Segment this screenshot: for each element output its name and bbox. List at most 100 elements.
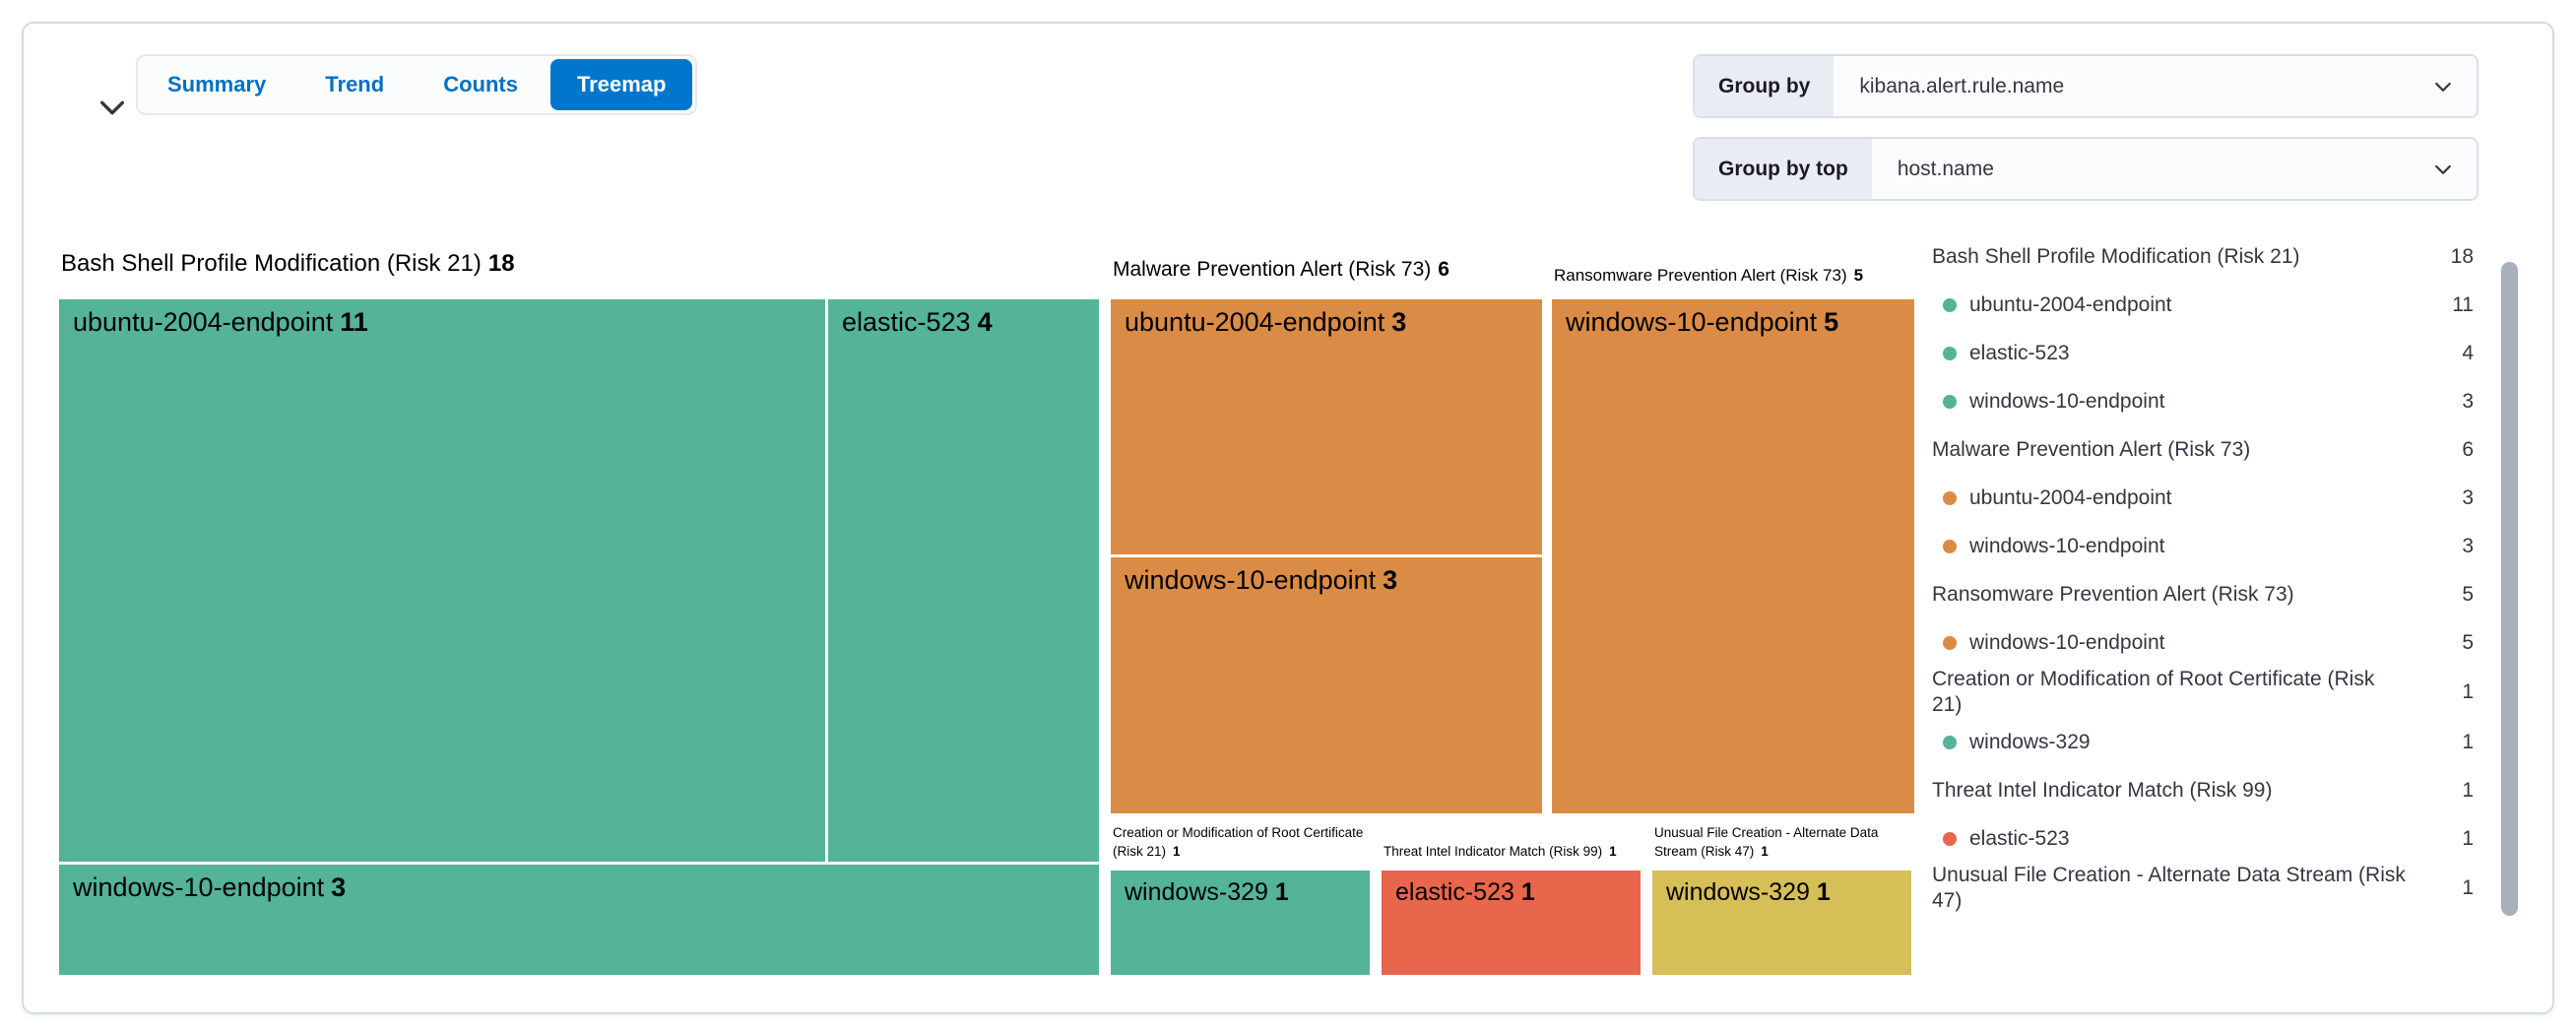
legend-rule-label: Malware Prevention Alert (Risk 73) <box>1932 437 2251 461</box>
legend-count: 1 <box>2462 876 2474 899</box>
legend-host-row[interactable]: windows-10-endpoint 3 <box>1932 377 2474 425</box>
group-label: Bash Shell Profile Modification (Risk 21… <box>61 250 482 277</box>
legend-dot <box>1943 394 1957 409</box>
legend-host-label: ubuntu-2004-endpoint <box>1969 485 2172 509</box>
group-label: Unusual File Creation - Alternate Data S… <box>1654 825 1879 859</box>
tab-summary[interactable]: Summary <box>138 56 295 113</box>
tile-label: windows-10-endpoint <box>73 872 325 902</box>
tab-trend[interactable]: Trend <box>295 56 414 113</box>
treemap-tile[interactable]: windows-10-endpoint 3 <box>59 865 1099 975</box>
legend-count: 1 <box>2462 730 2474 753</box>
tile-count: 11 <box>340 307 368 337</box>
legend-host-label: windows-10-endpoint <box>1969 389 2165 413</box>
legend-count: 11 <box>2452 292 2474 316</box>
legend-host-row[interactable]: elastic-523 1 <box>1932 814 2474 863</box>
group-by-select[interactable]: Group by kibana.alert.rule.name <box>1693 54 2479 118</box>
group-by-top-value: host.name <box>1897 157 1994 180</box>
legend-count: 3 <box>2462 485 2474 509</box>
group-by-label: Group by <box>1695 56 1835 116</box>
tile-label: ubuntu-2004-endpoint <box>73 307 334 337</box>
legend-dot <box>1943 635 1957 650</box>
legend-host-label: windows-10-endpoint <box>1969 534 2165 557</box>
tile-label: elastic-523 <box>1395 878 1514 906</box>
treemap-tile[interactable]: windows-329 1 <box>1652 871 1911 975</box>
legend-dot <box>1943 297 1957 312</box>
view-tab-group: Summary Trend Counts Treemap <box>136 54 698 115</box>
tile-count: 1 <box>1274 878 1289 906</box>
tile-label: windows-10-endpoint <box>1125 565 1377 595</box>
legend-rule-label: Creation or Modification of Root Certifi… <box>1932 668 2375 716</box>
legend-host-label: elastic-523 <box>1969 341 2070 364</box>
treemap-tile[interactable]: windows-329 1 <box>1111 871 1370 975</box>
legend-count: 6 <box>2462 437 2474 461</box>
legend-count: 5 <box>2462 630 2474 654</box>
treemap-tile[interactable]: elastic-523 4 <box>828 299 1099 862</box>
legend-host-row[interactable]: elastic-523 4 <box>1932 329 2474 377</box>
group-count: 1 <box>1173 844 1181 859</box>
treemap-group-header: Unusual File Creation - Alternate Data S… <box>1654 823 1920 861</box>
legend-rule-row[interactable]: Creation or Modification of Root Certifi… <box>1932 667 2474 718</box>
treemap-tile[interactable]: ubuntu-2004-endpoint 3 <box>1111 299 1542 554</box>
legend-count: 3 <box>2462 534 2474 557</box>
group-by-top-select[interactable]: Group by top host.name <box>1693 137 2479 201</box>
legend-dot <box>1943 735 1957 749</box>
tile-label: ubuntu-2004-endpoint <box>1125 307 1385 337</box>
group-count: 6 <box>1438 258 1449 281</box>
legend-rule-row[interactable]: Bash Shell Profile Modification (Risk 21… <box>1932 232 2474 281</box>
chevron-down-icon <box>2431 139 2477 199</box>
tab-counts[interactable]: Counts <box>414 56 547 113</box>
tile-count: 3 <box>331 872 347 902</box>
legend-dot <box>1943 539 1957 553</box>
legend-host-label: elastic-523 <box>1969 826 2070 850</box>
chevron-down-icon <box>97 93 127 125</box>
legend-count: 1 <box>2462 826 2474 850</box>
legend-count: 4 <box>2462 341 2474 364</box>
collapse-panel-button[interactable] <box>89 85 136 132</box>
legend-count: 1 <box>2462 778 2474 802</box>
treemap-group-header: Bash Shell Profile Modification (Risk 21… <box>61 250 515 278</box>
treemap-group-header: Creation or Modification of Root Certifi… <box>1113 823 1381 861</box>
legend-dot <box>1943 831 1957 846</box>
legend-count: 5 <box>2462 582 2474 606</box>
group-by-top-label: Group by top <box>1695 139 1872 199</box>
legend-host-row[interactable]: windows-10-endpoint 3 <box>1932 522 2474 570</box>
group-count: 18 <box>487 250 515 277</box>
group-by-value: kibana.alert.rule.name <box>1859 74 2065 97</box>
tile-count: 4 <box>977 307 993 337</box>
treemap-group-header: Ransomware Prevention Alert (Risk 73) 5 <box>1554 266 1863 286</box>
group-label: Creation or Modification of Root Certifi… <box>1113 825 1364 859</box>
legend-host-label: windows-329 <box>1969 730 2091 753</box>
legend-count: 18 <box>2450 244 2474 268</box>
legend-rule-row[interactable]: Ransomware Prevention Alert (Risk 73) 5 <box>1932 570 2474 618</box>
legend-rule-row[interactable]: Unusual File Creation - Alternate Data S… <box>1932 863 2474 914</box>
legend-scrollbar[interactable] <box>2501 262 2518 916</box>
legend-host-row[interactable]: ubuntu-2004-endpoint 3 <box>1932 474 2474 522</box>
treemap-tile[interactable]: elastic-523 1 <box>1382 871 1641 975</box>
legend-rule-label: Ransomware Prevention Alert (Risk 73) <box>1932 582 2294 606</box>
tile-count: 3 <box>1391 307 1407 337</box>
treemap-tile[interactable]: ubuntu-2004-endpoint 11 <box>59 299 825 862</box>
treemap-tile[interactable]: windows-10-endpoint 5 <box>1552 299 1914 813</box>
tile-label: windows-329 <box>1125 878 1268 906</box>
legend-host-row[interactable]: ubuntu-2004-endpoint 11 <box>1932 281 2474 329</box>
groupby-controls: Group by kibana.alert.rule.name Group by… <box>1693 54 2479 201</box>
group-label: Ransomware Prevention Alert (Risk 73) <box>1554 266 1847 285</box>
tile-count: 5 <box>1824 307 1839 337</box>
legend-dot <box>1943 490 1957 505</box>
legend-rule-label: Unusual File Creation - Alternate Data S… <box>1932 864 2406 912</box>
legend-host-row[interactable]: windows-329 1 <box>1932 718 2474 766</box>
tile-label: elastic-523 <box>842 307 971 337</box>
legend-rule-label: Bash Shell Profile Modification (Risk 21… <box>1932 244 2300 268</box>
group-count: 5 <box>1853 266 1864 285</box>
treemap-group-header: Malware Prevention Alert (Risk 73) 6 <box>1113 258 1449 282</box>
treemap-legend: Bash Shell Profile Modification (Risk 21… <box>1932 232 2479 993</box>
legend-rule-row[interactable]: Malware Prevention Alert (Risk 73) 6 <box>1932 425 2474 474</box>
legend-host-row[interactable]: windows-10-endpoint 5 <box>1932 618 2474 667</box>
legend-rule-label: Threat Intel Indicator Match (Risk 99) <box>1932 778 2273 802</box>
legend-count: 3 <box>2462 389 2474 413</box>
group-count: 1 <box>1609 844 1617 859</box>
tile-count: 3 <box>1383 565 1398 595</box>
tab-treemap[interactable]: Treemap <box>549 59 693 110</box>
treemap-tile[interactable]: windows-10-endpoint 3 <box>1111 557 1542 813</box>
legend-rule-row[interactable]: Threat Intel Indicator Match (Risk 99) 1 <box>1932 766 2474 814</box>
